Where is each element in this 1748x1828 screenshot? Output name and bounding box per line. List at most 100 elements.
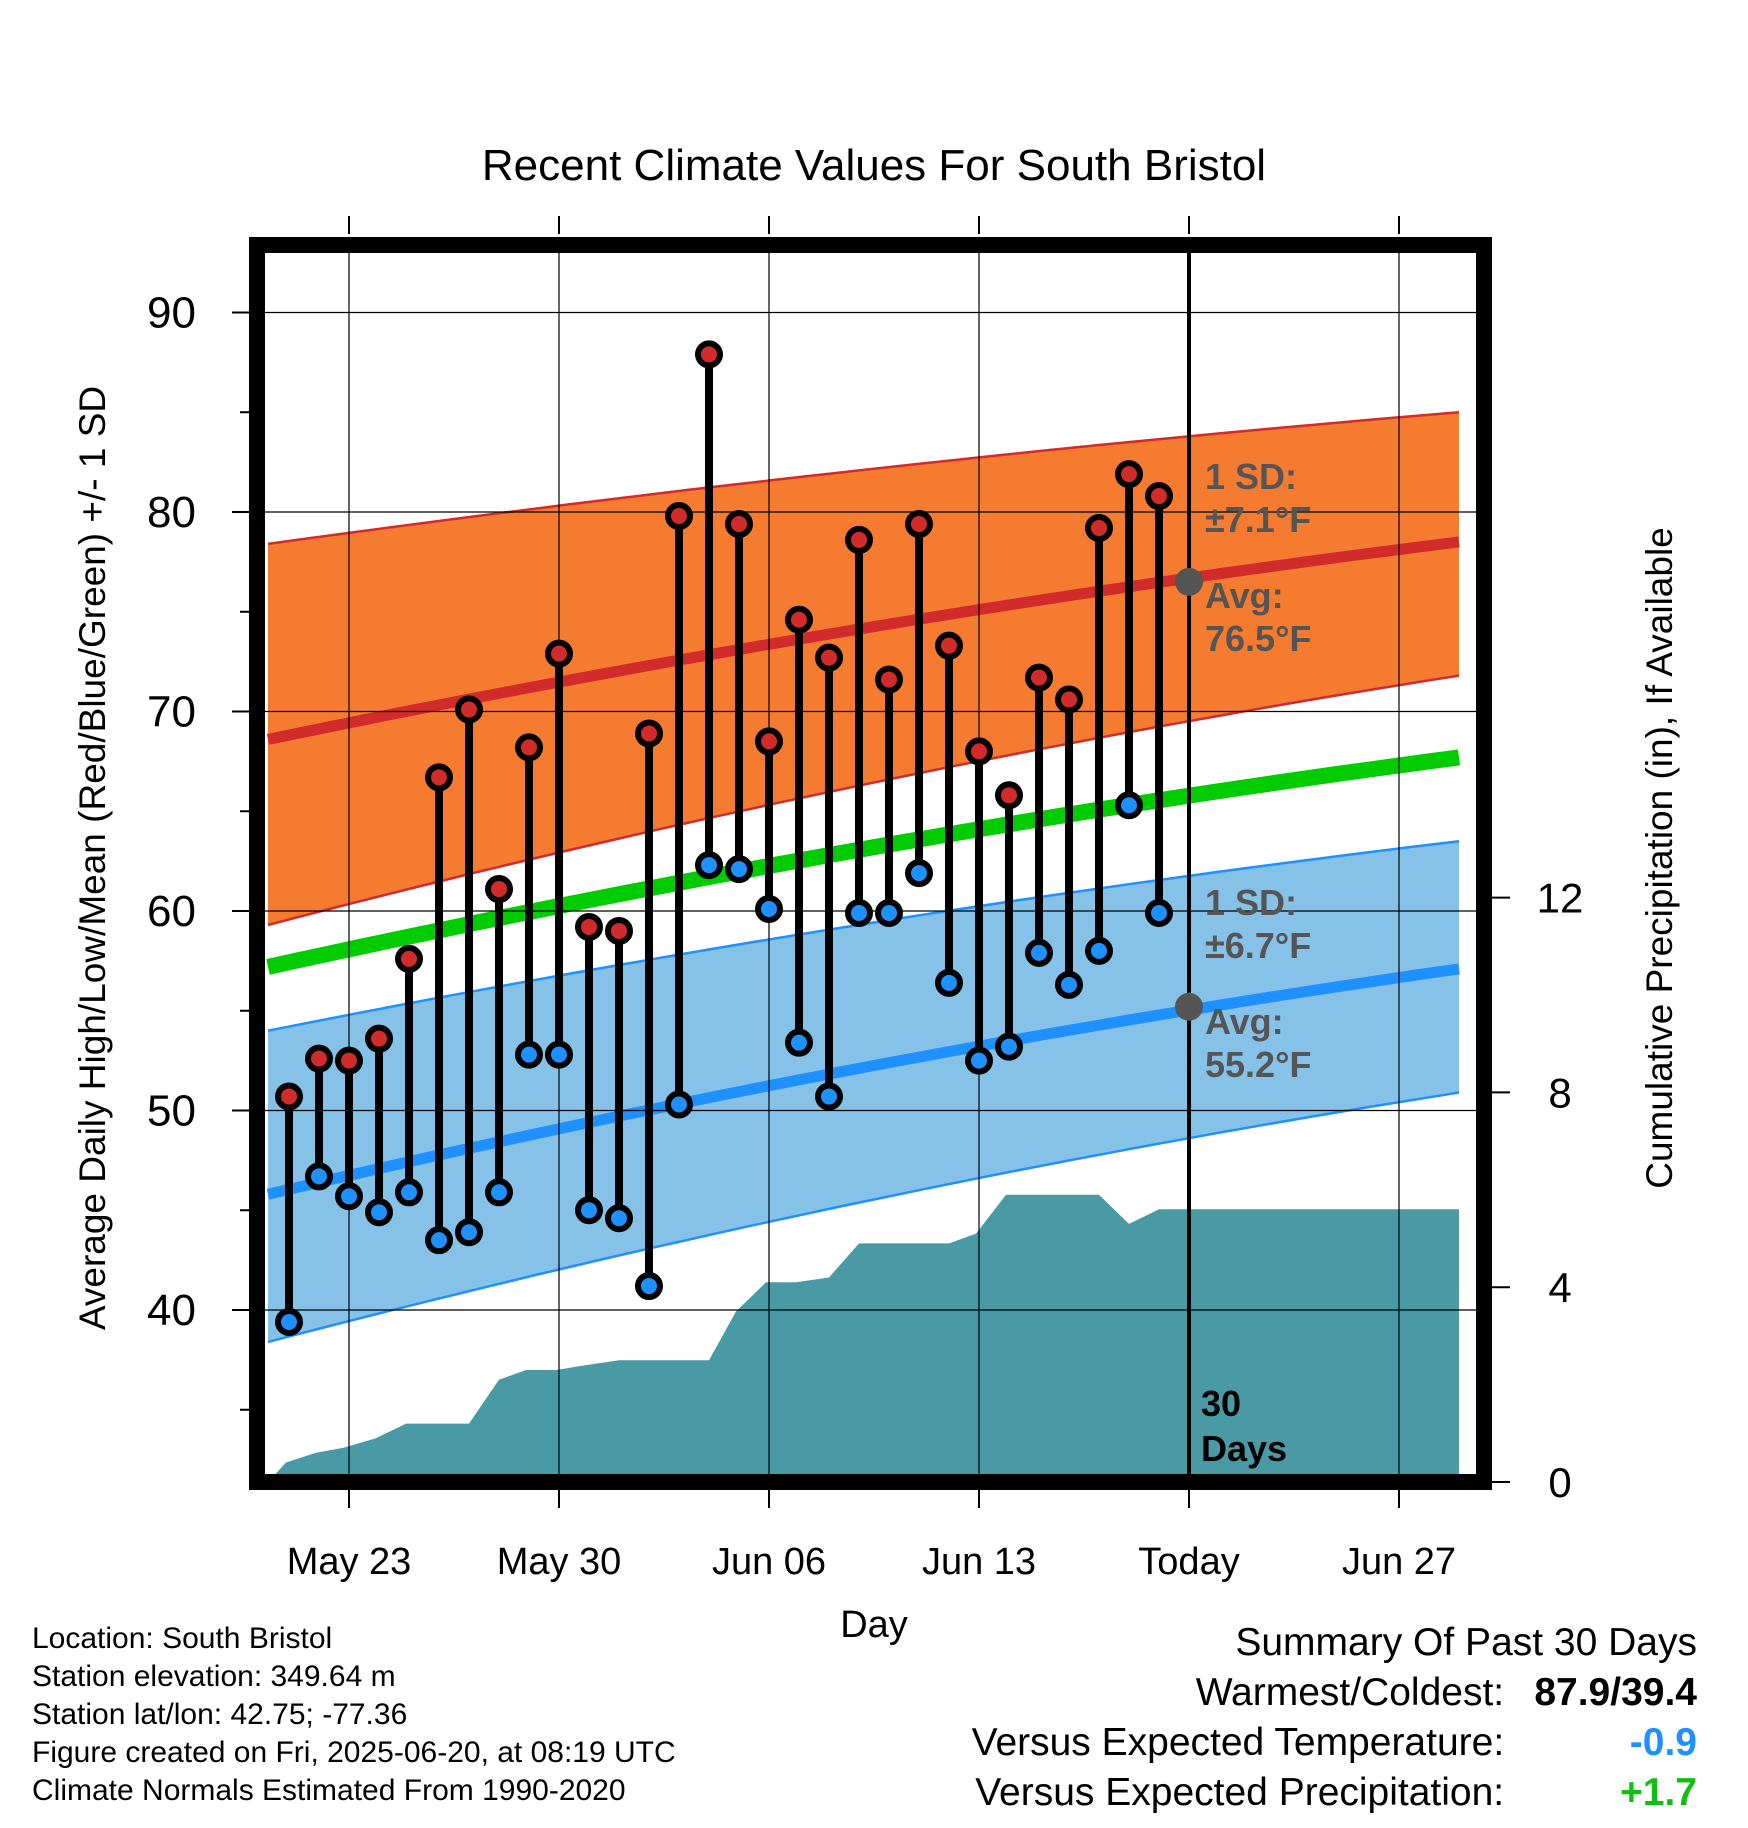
station-location: Location: South Bristol (32, 1622, 333, 1655)
today-high-avg-dot (1175, 567, 1203, 596)
x-tick-label: Jun 13 (922, 1541, 1036, 1583)
station-info: Location: South Bristol Station elevatio… (32, 1620, 676, 1810)
low-temp-point (515, 1040, 543, 1069)
high-temp-point (755, 727, 783, 756)
low-temp-point (605, 1204, 633, 1233)
low-temp-point (395, 1178, 423, 1207)
high-temp-point (395, 944, 423, 973)
y-tick-label: 40 (147, 1286, 196, 1335)
days-count-label: 30 (1201, 1383, 1241, 1424)
high-normal-annotation-line: Avg: (1205, 575, 1284, 616)
low-temp-point (755, 895, 783, 924)
high-temp-point (845, 525, 873, 554)
x-tick-label: Jun 27 (1342, 1541, 1456, 1583)
y2-tick-label: 0 (1548, 1459, 1571, 1506)
high-temp-point (1025, 663, 1053, 692)
low-temp-point (365, 1198, 393, 1227)
warm-cold-value: 87.9/39.4 (1534, 1671, 1697, 1714)
precip-label: Versus Expected Precipitation: (975, 1771, 1505, 1814)
low-temp-point (425, 1226, 453, 1255)
low-temp-point (725, 855, 753, 884)
low-temp-point (275, 1307, 303, 1336)
precip-area (268, 1194, 1459, 1482)
high-temp-point (995, 781, 1023, 810)
today-low-avg-dot (1175, 992, 1203, 1021)
low-normal-annotation-line: 55.2°F (1205, 1044, 1311, 1085)
normal-low-band (268, 841, 1459, 1342)
days-word-label: Days (1201, 1428, 1287, 1469)
low-temp-point (665, 1090, 693, 1119)
low-normal-annotation-line: 1 SD: (1205, 882, 1297, 923)
normal-high-upper-edge (267, 411, 1460, 546)
high-temp-point (905, 509, 933, 538)
y-tick-label: 70 (147, 688, 196, 737)
high-temp-point (425, 763, 453, 792)
plot-frame (249, 237, 1492, 1490)
y-tick-label: 80 (147, 488, 196, 537)
warm-cold-label: Warmest/Coldest: (1195, 1671, 1505, 1714)
y-axis-label: Average Daily High/Low/Mean (Red/Blue/Gr… (72, 386, 113, 1330)
high-normal-annotation-line: 76.5°F (1205, 618, 1311, 659)
y-tick-label: 50 (147, 1087, 196, 1136)
low-temp-point (875, 898, 903, 927)
low-temp-point (1115, 791, 1143, 820)
low-temp-point (335, 1182, 363, 1211)
high-temp-point (1145, 482, 1173, 511)
low-normal-annotation-line: ±6.7°F (1205, 925, 1311, 966)
high-temp-point (305, 1044, 333, 1073)
x-tick-label: May 30 (497, 1541, 622, 1583)
high-temp-point (875, 665, 903, 694)
high-temp-point (1085, 513, 1113, 542)
high-temp-point (1055, 685, 1083, 714)
low-temp-point (815, 1082, 843, 1111)
high-normal-annotation-line: ±7.1°F (1205, 499, 1311, 540)
high-temp-point (275, 1082, 303, 1111)
summary-panel: Summary Of Past 30 Days Warmest/Coldest:… (972, 1618, 1697, 1818)
normal-low-lower-edge (267, 1091, 1460, 1344)
high-temp-point (785, 605, 813, 634)
high-temp-point (545, 639, 573, 668)
low-temp-point (305, 1162, 333, 1191)
x-tick-label: Today (1138, 1541, 1239, 1583)
high-normal-annotation-line: 1 SD: (1205, 456, 1297, 497)
temp-value: -0.9 (1629, 1721, 1697, 1764)
climate-normals-note: Climate Normals Estimated From 1990-2020 (32, 1774, 626, 1807)
high-temp-point (965, 737, 993, 766)
low-temp-point (545, 1040, 573, 1069)
summary-heading: Summary Of Past 30 Days (1235, 1621, 1697, 1664)
low-temp-point (455, 1218, 483, 1247)
high-temp-point (635, 719, 663, 748)
summary-temp: Versus Expected Temperature: -0.9 (972, 1718, 1697, 1768)
y2-axis-label: Cumulative Precipitation (in), If Availa… (1639, 527, 1680, 1189)
summary-warm-cold: Warmest/Coldest: 87.9/39.4 (972, 1668, 1697, 1718)
y-tick-label: 60 (147, 887, 196, 936)
high-temp-point (605, 916, 633, 945)
low-temp-point (995, 1032, 1023, 1061)
low-temp-point (485, 1178, 513, 1207)
high-temp-point (515, 733, 543, 762)
high-temp-point (485, 875, 513, 904)
low-temp-point (845, 898, 873, 927)
high-temp-point (365, 1024, 393, 1053)
low-temp-point (695, 851, 723, 880)
high-temp-point (335, 1046, 363, 1075)
low-temp-point (1025, 938, 1053, 967)
station-elevation: Station elevation: 349.64 m (32, 1660, 396, 1693)
high-temp-point (665, 501, 693, 530)
y2-tick-label: 4 (1548, 1264, 1571, 1311)
high-temp-point (455, 695, 483, 724)
y-tick-label: 90 (147, 289, 196, 338)
low-temp-point (905, 859, 933, 888)
x-tick-label: May 23 (287, 1541, 412, 1583)
low-temp-point (965, 1046, 993, 1075)
precip-value: +1.7 (1620, 1771, 1697, 1814)
station-latlon: Station lat/lon: 42.75; -77.36 (32, 1698, 408, 1731)
x-axis-label: Day (840, 1604, 908, 1646)
temp-label: Versus Expected Temperature: (971, 1721, 1505, 1764)
high-temp-point (935, 631, 963, 660)
low-temp-point (1145, 898, 1173, 927)
low-normal-annotation-line: Avg: (1205, 1001, 1284, 1042)
high-temp-point (815, 643, 843, 672)
